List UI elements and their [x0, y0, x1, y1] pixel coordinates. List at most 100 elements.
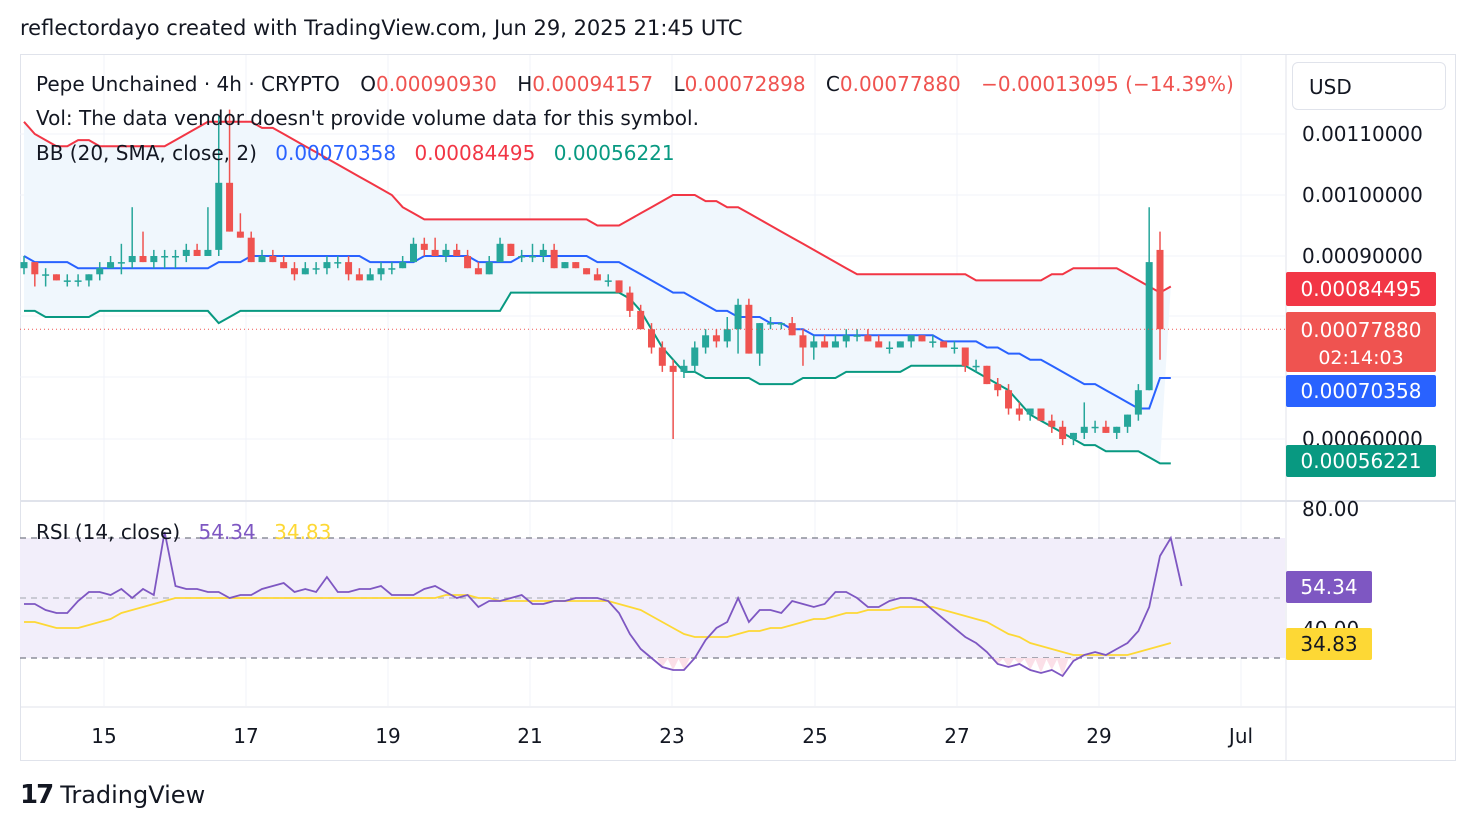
candle-body: [637, 310, 645, 330]
candle-body: [431, 249, 439, 256]
rsi-legend-value: 54.34: [198, 520, 256, 544]
candle-body: [409, 243, 417, 263]
candle-body: [972, 365, 980, 368]
price-axis-label: 0.00110000: [1302, 122, 1423, 146]
candle-body: [712, 335, 720, 342]
candle-body: [1059, 426, 1067, 439]
candle-body: [247, 237, 255, 263]
price-axis-label: 0.00090000: [1302, 244, 1423, 268]
bb-upper-line: [23, 120, 1172, 294]
rsi-ma-legend-value: 34.83: [274, 520, 332, 544]
candle-body: [128, 256, 136, 263]
tradingview-brand[interactable]: 17 TradingView: [20, 780, 205, 810]
candle-body: [377, 268, 385, 275]
brand-name: TradingView: [60, 781, 206, 809]
rsi-line: [24, 531, 1183, 678]
high-label: H: [517, 72, 533, 96]
candle-body: [182, 249, 190, 256]
candle-body: [507, 243, 515, 256]
candle-body: [193, 249, 201, 256]
candle-body: [1005, 390, 1013, 409]
candle-body: [453, 249, 461, 256]
bb-basis-line: [23, 255, 1171, 410]
volume-note: Vol: The data vendor doesn't provide vol…: [36, 106, 699, 130]
candle-body: [226, 182, 234, 232]
candle-body: [31, 262, 39, 275]
candle-body: [474, 268, 482, 275]
candle-body: [107, 262, 115, 269]
candle-body: [388, 268, 396, 270]
candle-body: [42, 274, 50, 276]
time-axis-label: Jul: [1227, 724, 1253, 748]
candle-body: [983, 365, 991, 385]
candle-body: [691, 347, 699, 366]
candle-body: [236, 231, 244, 238]
price-axis-label: 0.00100000: [1302, 183, 1423, 207]
candle-body: [355, 274, 363, 281]
candle-body: [821, 341, 829, 348]
rsi-price-tag: 54.34: [1286, 571, 1372, 603]
candle-body: [886, 347, 894, 349]
candle-body: [204, 249, 212, 256]
rsi-legend[interactable]: RSI (14, close) 54.34 34.83: [36, 520, 331, 544]
candle-body: [961, 347, 969, 366]
time-axis-label: 25: [802, 724, 827, 748]
candle-body: [334, 262, 342, 264]
tradingview-logo-icon: 17: [20, 780, 54, 810]
open-label: O: [360, 72, 376, 96]
candle-body: [96, 268, 104, 275]
time-axis-label: 19: [375, 724, 400, 748]
candle-body: [918, 335, 926, 342]
rsi-ma-line: [24, 594, 1172, 656]
bb-lower-price-tag: 0.00056221: [1286, 445, 1436, 477]
bar-countdown: 02:14:03: [1318, 347, 1404, 369]
candle-body: [1015, 408, 1023, 415]
rsi-label: RSI (14, close): [36, 520, 181, 544]
candle-body: [648, 329, 656, 348]
time-axis-label: 15: [91, 724, 116, 748]
candle-body: [1091, 426, 1099, 429]
close-value: 0.00077880: [839, 72, 961, 96]
bb-upper-price-tag: 0.00084495: [1286, 272, 1436, 306]
candle-body: [767, 323, 775, 325]
bb-upper-value: 0.00084495: [414, 141, 536, 165]
candle-body: [117, 262, 125, 264]
candle-body: [1048, 420, 1056, 427]
candle-body: [1145, 262, 1153, 391]
candle-body: [150, 256, 158, 263]
candle-body: [258, 256, 266, 263]
bb-lower-line: [24, 291, 1171, 465]
candle-body: [950, 347, 958, 349]
candle-body: [139, 256, 147, 263]
candle-body: [615, 280, 623, 293]
candle-body: [269, 256, 277, 263]
time-axis-label: 23: [659, 724, 684, 748]
candle-body: [680, 365, 688, 372]
last-price-value: 0.00077880: [1300, 318, 1422, 342]
bb-legend[interactable]: BB (20, SMA, close, 2) 0.00070358 0.0008…: [36, 141, 675, 165]
candle-body: [215, 182, 223, 250]
rsi-oversold-fill: [656, 658, 1080, 676]
last-price-tag: 0.00077880 02:14:03: [1286, 312, 1436, 372]
currency-selector[interactable]: USD: [1292, 62, 1446, 110]
candle-body: [420, 243, 428, 250]
candle-body: [85, 274, 93, 281]
candle-body: [1124, 414, 1132, 427]
chart-caption: reflectordayo created with TradingView.c…: [20, 16, 743, 40]
candle-body: [290, 268, 298, 275]
candle-body: [896, 341, 904, 348]
bb-label: BB (20, SMA, close, 2): [36, 141, 257, 165]
candle-body: [842, 335, 850, 342]
bb-band-fill: [24, 121, 1171, 464]
candle-body: [723, 329, 731, 342]
candle-body: [496, 243, 504, 263]
candle-body: [280, 262, 288, 269]
candle-body: [994, 384, 1002, 391]
symbol-title[interactable]: Pepe Unchained · 4h · CRYPTO: [36, 72, 340, 96]
candle-body: [1026, 408, 1034, 415]
candle-body: [702, 335, 710, 348]
candle-body: [756, 323, 764, 354]
candle-body: [572, 262, 580, 269]
bb-lower-value: 0.00056221: [553, 141, 675, 165]
